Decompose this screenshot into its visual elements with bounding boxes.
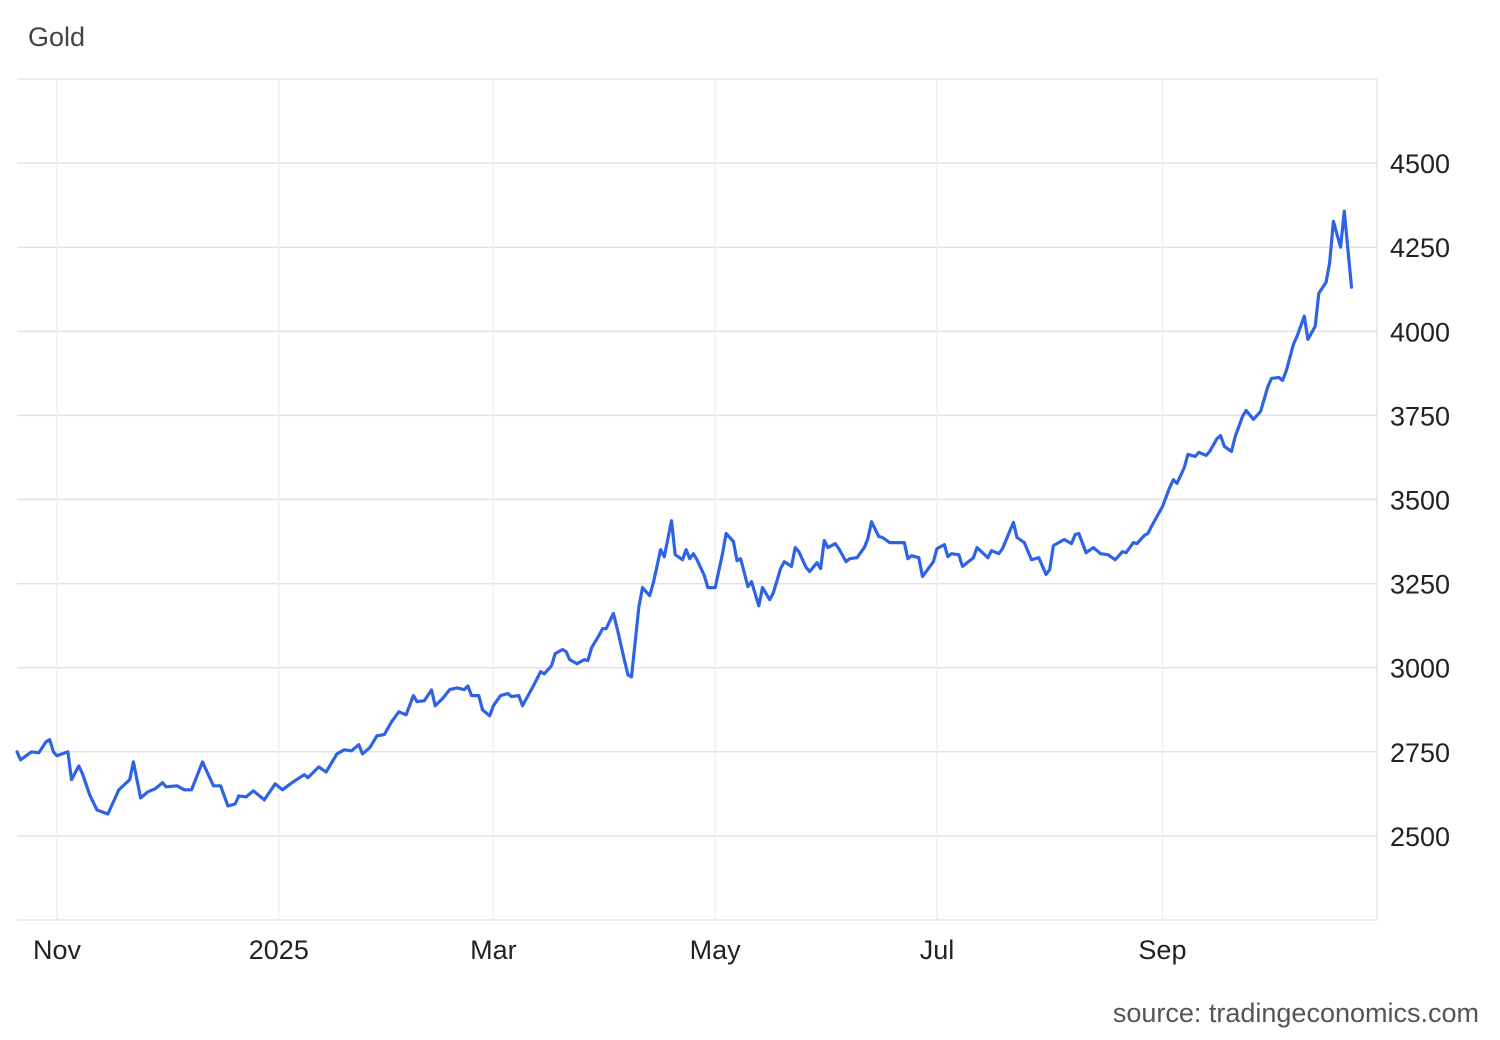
y-tick-label: 2500	[1390, 822, 1450, 852]
x-tick-label: Nov	[33, 935, 82, 965]
x-tick-label: Mar	[470, 935, 517, 965]
x-tick-label: May	[690, 935, 742, 965]
y-tick-label: 2750	[1390, 738, 1450, 768]
x-tick-label: Jul	[920, 935, 955, 965]
chart-title: Gold	[28, 22, 86, 52]
y-tick-label: 3000	[1390, 654, 1450, 684]
y-tick-label: 4500	[1390, 149, 1450, 179]
source-credit: source: tradingeconomics.com	[1112, 998, 1479, 1028]
y-tick-label: 3500	[1390, 486, 1450, 516]
y-tick-label: 3250	[1390, 570, 1450, 600]
y-tick-label: 4000	[1390, 317, 1450, 347]
y-axis: 2500 2750 3000 3250 3500 3750 4000 4250 4500	[1390, 149, 1450, 852]
grid	[17, 78, 1378, 921]
y-tick-label: 4250	[1390, 233, 1450, 263]
gold-price-line	[15, 209, 1354, 816]
x-tick-label: Sep	[1138, 935, 1186, 965]
y-tick-label: 3750	[1390, 401, 1450, 431]
x-tick-label: 2025	[249, 935, 309, 965]
x-axis: Nov 2025 Mar May Jul Sep	[33, 935, 1186, 965]
